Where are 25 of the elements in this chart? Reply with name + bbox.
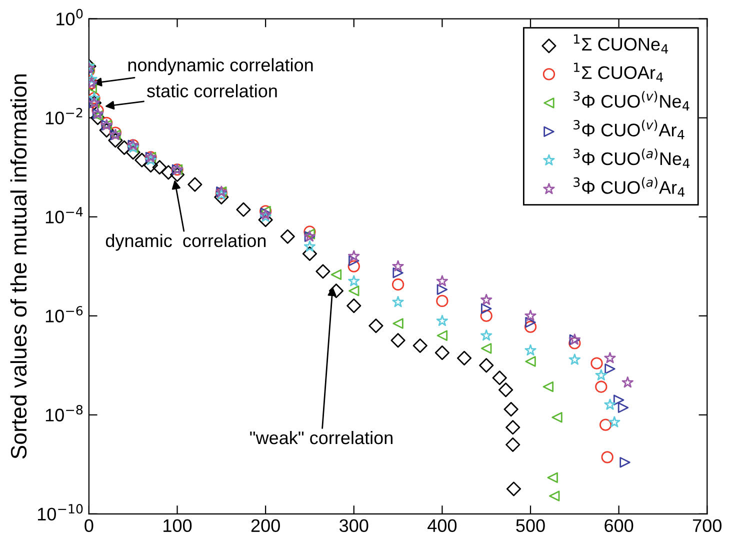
x-tick-label: 200 <box>251 519 280 532</box>
legend-label: $^{3}$Φ CUO$^{(a)}$Ar$_{4}$ <box>574 177 685 197</box>
x-tick-label: 500 <box>516 519 545 532</box>
x-tick-label: 600 <box>604 519 634 532</box>
annotation: static correlation <box>147 84 277 98</box>
x-tick-label: 400 <box>428 519 457 532</box>
y-tick-label: 10$^{−6}$ <box>46 306 83 322</box>
legend-label: $^{3}$Φ CUO$^{(v)}$Ne$_{4}$ <box>574 91 690 111</box>
x-tick-label: 0 <box>84 519 94 532</box>
legend-label: $^{1}$Σ CUOAr$_{4}$ <box>574 62 664 82</box>
x-tick-label: 700 <box>692 519 722 532</box>
y-tick-label: 10$^{0}$ <box>56 8 83 26</box>
annotation: "weak" correlation <box>250 430 392 444</box>
y-tick-label: 10$^{−10}$ <box>38 504 83 520</box>
y-tick-label: 10$^{−8}$ <box>46 405 83 422</box>
annotation: nondynamic correlation <box>128 58 313 75</box>
legend-label: $^{3}$Φ CUO$^{(v)}$Ar$_{4}$ <box>574 120 684 140</box>
x-tick-label: 300 <box>340 519 368 532</box>
y-tick-label: 10$^{−4}$ <box>46 207 83 224</box>
legend-label: $^{1}$Σ CUONe$_{4}$ <box>574 34 668 54</box>
legend-label: $^{3}$Φ CUO$^{(a)}$Ne$_{4}$ <box>574 148 690 168</box>
y-tick-label: 10$^{−2}$ <box>46 108 82 124</box>
y-axis-title: Sorted values of the mutual information <box>10 74 27 459</box>
annotation: dynamic correlation <box>106 234 266 251</box>
x-tick-label: 100 <box>164 519 192 532</box>
